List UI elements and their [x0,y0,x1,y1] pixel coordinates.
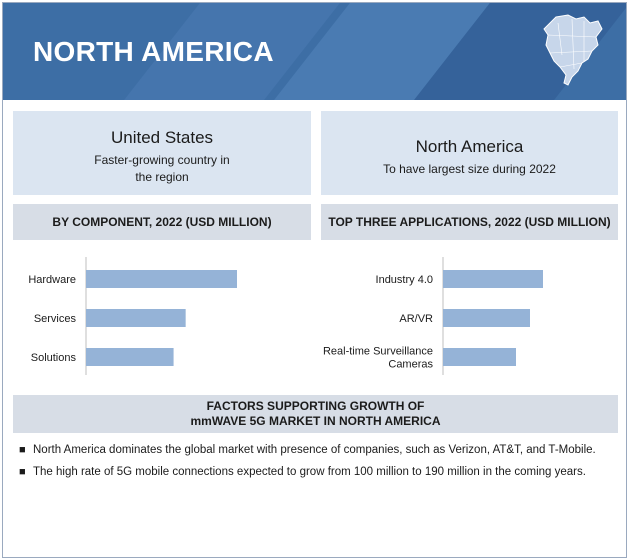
applications-bar-chart: Industry 4.0 AR/VR Real-time Surveillance C… [313,247,613,377]
north-america-map-icon [543,14,603,86]
category-label: Real-time Surveillance Cameras [323,346,434,371]
component-chart-title: BY COMPONENT, 2022 (USD MILLION) [13,204,311,240]
applications-chart-title: TOP THREE APPLICATIONS, 2022 (USD MILLIO… [321,204,618,240]
bullet-icon: ■ [19,466,26,478]
bullet-icon: ■ [19,444,26,456]
summary-heading: United States [110,128,214,147]
bar-hardware [86,270,237,288]
factors-list: ■ North America dominates the global mar… [19,443,619,487]
component-chart-svg: Hardware Services Solutions [28,257,237,375]
component-bar-chart: Hardware Services Solutions [13,247,313,377]
summary-north-america: North America To have largest size durin… [321,111,618,195]
list-item: ■ North America dominates the global mar… [19,443,619,458]
bar-ar-vr [443,309,530,327]
bar-industry-4-0 [443,270,543,288]
summary-subtext: To have largest size during 2022 [383,162,556,176]
summary-heading: North America [415,137,524,156]
bar-real-time-surveillance-cameras [443,348,516,366]
category-label: Industry 4.0 [376,274,433,286]
page-title: NORTH AMERICA [33,36,274,67]
bullet-text: The high rate of 5G mobile connections e… [33,466,586,478]
factors-title-line: mmWAVE 5G MARKET IN NORTH AMERICA [190,414,441,428]
category-label: Solutions [31,352,77,364]
category-label: Hardware [28,274,76,286]
header-banner: NORTH AMERICA [3,3,626,100]
applications-chart-svg: Industry 4.0 AR/VR Real-time Surveillance C… [323,257,543,375]
summary-united-states: United States Faster-growing country in … [13,111,311,195]
factors-title: FACTORS SUPPORTING GROWTH OF mmWAVE 5G M… [13,395,618,433]
bar-solutions [86,348,174,366]
factors-title-line: FACTORS SUPPORTING GROWTH OF [206,399,425,413]
category-label: AR/VR [399,313,433,325]
bullet-text: North America dominates the global marke… [33,444,596,456]
list-item: ■ The high rate of 5G mobile connections… [19,465,619,480]
summary-subtext: Faster-growing country in the region [94,153,230,184]
bar-services [86,309,186,327]
category-label: Services [34,313,77,325]
